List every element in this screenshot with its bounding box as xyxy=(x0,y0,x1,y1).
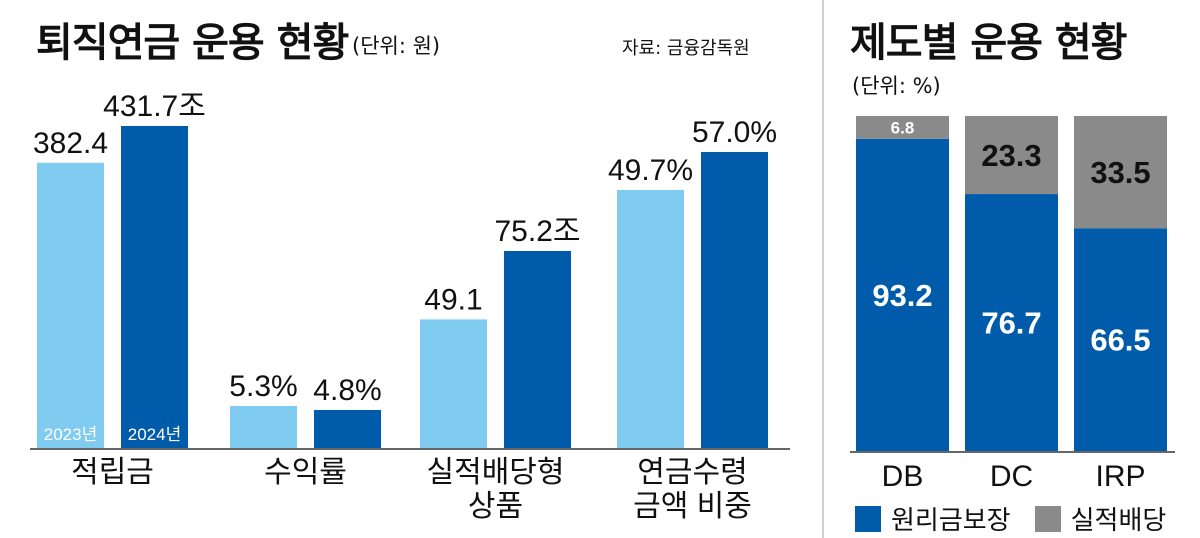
bar-value-label-3-1: 57.0% xyxy=(692,116,777,149)
category-label-3-0: 연금수령 xyxy=(637,456,747,489)
category-label-3-1: 금액 비중 xyxy=(633,490,752,523)
bar-value-label-3-0: 49.7% xyxy=(608,154,693,187)
series-label-0: 2023년 xyxy=(44,425,97,444)
stack-value-label-1-1: 23.3 xyxy=(981,138,1041,173)
category-label-0-0: 적립금 xyxy=(71,456,154,489)
stack-segment-2-0 xyxy=(1074,228,1167,451)
stack-value-label-0-1: 6.8 xyxy=(891,118,915,137)
bar-value-label-2-1: 75.2조 xyxy=(495,215,581,248)
bar-value-label-0-0: 382.4 xyxy=(33,127,108,160)
category-label-2-0: 실적배당형 xyxy=(427,456,565,489)
bar-0-0 xyxy=(37,162,104,449)
bar-2-1 xyxy=(504,251,571,448)
right-chart-unit: (단위: %) xyxy=(852,74,941,98)
bar-1-1 xyxy=(314,409,381,448)
stack-segment-1-1 xyxy=(965,116,1058,195)
category-label-1-0: 수익률 xyxy=(264,456,347,489)
right-chart-title: 제도별 운용 현황 xyxy=(850,20,1127,66)
legend-label-performance: 실적배당 xyxy=(1070,506,1167,536)
stack-segment-2-1 xyxy=(1074,116,1167,229)
stack-category-label-2: IRP xyxy=(1095,460,1145,493)
stack-category-label-1: DC xyxy=(990,460,1033,493)
legend-label-principal: 원리금보장 xyxy=(891,506,1011,536)
stack-segment-1-0 xyxy=(965,194,1058,451)
bar-value-label-1-1: 4.8% xyxy=(313,374,381,407)
bar-2-0 xyxy=(420,319,487,448)
stack-segment-0-1 xyxy=(856,116,949,139)
bar-0-1 xyxy=(121,126,188,448)
legend-swatch-principal xyxy=(855,505,881,532)
stack-category-label-0: DB xyxy=(882,460,924,493)
stack-value-label-2-0: 66.5 xyxy=(1090,323,1150,358)
left-chart-unit: (단위: 원) xyxy=(352,34,441,58)
bar-1-0 xyxy=(230,406,297,448)
bar-3-0 xyxy=(617,189,684,449)
stack-value-label-1-0: 76.7 xyxy=(981,306,1041,341)
legend: 원리금보장 실적배당 xyxy=(855,500,1166,537)
stack-value-label-0-0: 93.2 xyxy=(872,278,932,313)
category-label-2-1: 상품 xyxy=(468,490,523,523)
bar-3-1 xyxy=(701,152,768,448)
stack-segment-0-0 xyxy=(856,138,949,451)
bar-value-label-1-0: 5.3% xyxy=(229,370,297,403)
bar-value-label-2-0: 49.1 xyxy=(424,283,482,316)
series-label-1: 2024년 xyxy=(128,425,181,444)
legend-swatch-performance xyxy=(1034,505,1061,532)
bar-value-label-0-1: 431.7조 xyxy=(103,90,206,123)
stack-value-label-2-1: 33.5 xyxy=(1090,155,1150,190)
left-chart-title: 퇴직연금 운용 현황 xyxy=(36,20,349,66)
panel-divider xyxy=(822,0,824,538)
left-chart-source: 자료: 금융감독원 xyxy=(622,38,750,59)
